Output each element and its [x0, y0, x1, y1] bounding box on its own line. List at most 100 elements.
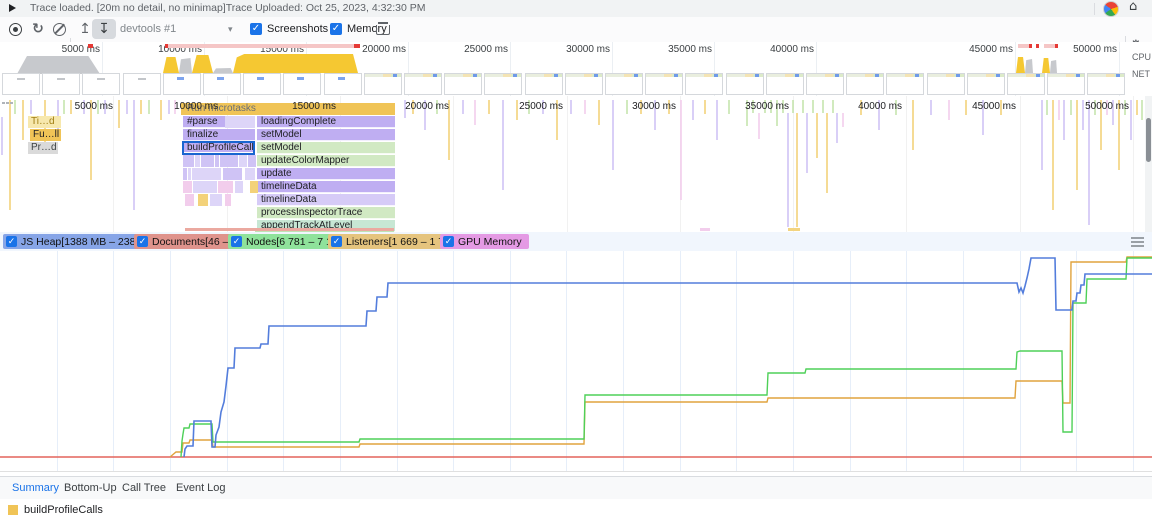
save-profile-button[interactable]: ↧	[92, 19, 116, 39]
profile-avatar-icon[interactable]	[1103, 1, 1119, 17]
flame-bar-timelineData[interactable]: timelineData	[257, 194, 395, 206]
flame-bar-buildProfileCalls[interactable]: buildProfileCalls	[182, 141, 255, 155]
record-icon[interactable]	[6, 20, 24, 38]
tab-summary[interactable]: Summary	[8, 477, 64, 501]
screenshot-thumbnail[interactable]	[42, 73, 81, 95]
screenshot-thumbnail[interactable]	[966, 73, 1005, 95]
flame-scrollbar-thumb[interactable]	[1146, 118, 1151, 162]
play-icon[interactable]	[9, 4, 16, 12]
flame-sub-event[interactable]	[183, 181, 192, 193]
screenshot-thumbnail[interactable]	[363, 73, 402, 95]
thumbnail-pixel	[1036, 74, 1040, 77]
screenshot-thumbnail[interactable]	[2, 73, 40, 95]
memory-legend-listeners[interactable]: ✓ Listeners[1 669 – 1 758]	[328, 234, 466, 249]
screenshot-thumbnail[interactable]	[283, 73, 322, 95]
screenshot-thumbnail[interactable]	[725, 73, 764, 95]
flame-sub-event[interactable]	[215, 155, 219, 167]
flame-sub-event[interactable]	[201, 155, 214, 167]
upload-profile-icon[interactable]: ↥	[79, 21, 91, 37]
flame-sub-event[interactable]	[250, 181, 258, 193]
screenshot-thumbnail[interactable]	[524, 73, 563, 95]
screenshot-thumbnail[interactable]	[323, 73, 362, 95]
flame-chart[interactable]: Run microtasks Ti…d Fu…ll Pr…d #parse finali…	[0, 96, 1152, 233]
memory-chart[interactable]	[0, 251, 1152, 472]
screenshot-thumbnail[interactable]	[605, 73, 643, 95]
flame-bar-update[interactable]: update	[257, 168, 395, 180]
screenshot-thumbnail[interactable]	[806, 73, 844, 95]
legend-checkbox[interactable]: ✓	[231, 236, 242, 247]
screenshot-thumbnail[interactable]	[82, 73, 121, 95]
tab-event-log[interactable]: Event Log	[176, 482, 226, 494]
trace-history-select[interactable]: devtools #1	[120, 23, 177, 35]
tab-bottom-up[interactable]: Bottom-Up	[64, 482, 117, 494]
screenshot-thumbnail[interactable]	[926, 73, 965, 95]
screenshot-thumbnail[interactable]	[886, 73, 925, 95]
overview-ruler-label: 35000 ms	[668, 44, 712, 55]
legend-checkbox[interactable]: ✓	[331, 236, 342, 247]
flame-sub-event[interactable]	[245, 168, 255, 180]
legend-checkbox[interactable]: ✓	[6, 236, 17, 247]
flame-sub-event[interactable]	[235, 181, 243, 193]
screenshot-thumbnail[interactable]	[765, 73, 804, 95]
flame-event-tick	[1041, 100, 1043, 170]
collect-garbage-icon[interactable]	[376, 22, 390, 35]
home-icon[interactable]: ⌂	[1129, 0, 1138, 14]
flame-bar-run-microtasks[interactable]: Run microtasks	[181, 103, 395, 115]
screenshot-thumbnail[interactable]	[1047, 73, 1086, 95]
flame-sub-event[interactable]	[198, 194, 208, 206]
flame-sub-event[interactable]	[239, 155, 247, 167]
flame-sub-event[interactable]	[185, 194, 194, 206]
clear-icon[interactable]	[50, 20, 68, 38]
flame-bar-loadingComplete[interactable]: loadingComplete	[257, 116, 395, 128]
memory-legend-nodes[interactable]: ✓ Nodes[6 781 – 7 123]	[228, 234, 354, 249]
memory-legend-js-heap[interactable]: ✓ JS Heap[1388 MB – 2385 MB]	[3, 234, 170, 249]
flame-sub-event[interactable]	[248, 155, 256, 167]
screenshot-thumbnail[interactable]	[484, 73, 523, 95]
flame-ruler-label: 50000 ms	[1085, 101, 1129, 112]
memory-legend-documents[interactable]: ✓ Documents[46 – 46]	[134, 234, 253, 249]
screenshot-thumbnail[interactable]	[564, 73, 603, 95]
screenshot-thumbnail[interactable]	[444, 73, 483, 95]
screenshot-thumbnail[interactable]	[645, 73, 684, 95]
memory-checkbox[interactable]: ✓	[330, 23, 342, 35]
memory-legend-gpu-memory[interactable]: ✓ GPU Memory	[440, 234, 529, 249]
flame-sub-event[interactable]	[183, 155, 194, 167]
screenshot-thumbnail[interactable]	[846, 73, 885, 95]
screenshot-thumbnail[interactable]	[122, 73, 161, 95]
screenshot-thumbnail[interactable]	[243, 73, 282, 95]
tab-call-tree[interactable]: Call Tree	[122, 482, 167, 494]
reload-icon[interactable]: ↻	[32, 21, 44, 37]
legend-checkbox[interactable]: ✓	[137, 236, 148, 247]
flame-sub-event[interactable]	[193, 181, 217, 193]
flame-bar-Prd[interactable]: Pr…d	[28, 142, 58, 154]
flame-sub-event[interactable]	[220, 155, 238, 167]
flame-sub-event[interactable]	[225, 116, 255, 128]
flame-sub-event[interactable]	[210, 194, 222, 206]
screenshot-thumbnail[interactable]	[1007, 73, 1045, 95]
screenshot-thumbnail[interactable]	[203, 73, 241, 95]
flame-sub-event[interactable]	[223, 168, 242, 180]
flame-sub-event[interactable]	[192, 168, 221, 180]
flame-sub-event[interactable]	[218, 181, 233, 193]
timeline-overview[interactable]: 5000 ms 10000 ms 15000 ms 20000 ms 25000 ms 3…	[0, 42, 1152, 97]
flame-scrollbar[interactable]	[1145, 96, 1152, 232]
flame-bar-setModel[interactable]: setModel	[257, 129, 395, 141]
flame-sub-event[interactable]	[195, 155, 200, 167]
flame-bar-timelineData[interactable]: timelineData	[257, 181, 395, 193]
screenshot-thumbnail[interactable]	[1087, 73, 1126, 95]
screenshots-checkbox[interactable]: ✓	[250, 23, 262, 35]
flame-sub-event[interactable]	[225, 194, 231, 206]
flame-bar-updateColorMapper[interactable]: updateColorMapper	[257, 155, 395, 167]
screenshot-thumbnail[interactable]	[685, 73, 724, 95]
overlay-menu-icon[interactable]	[1131, 237, 1144, 247]
flame-bar-finalize[interactable]: finalize	[183, 129, 255, 141]
legend-checkbox[interactable]: ✓	[443, 236, 454, 247]
screenshot-thumbnail[interactable]	[404, 73, 442, 95]
flame-sub-event[interactable]	[188, 168, 191, 180]
flame-bar-Full[interactable]: Fu…ll	[30, 129, 61, 141]
flame-bar-processInspectorTrace[interactable]: processInspectorTrace	[257, 207, 395, 219]
flame-bar-Tid[interactable]: Ti…d	[28, 116, 61, 128]
flame-bar-setModel[interactable]: setModel	[257, 142, 395, 154]
screenshot-thumbnail[interactable]	[162, 73, 201, 95]
flame-sub-event[interactable]	[183, 168, 187, 180]
